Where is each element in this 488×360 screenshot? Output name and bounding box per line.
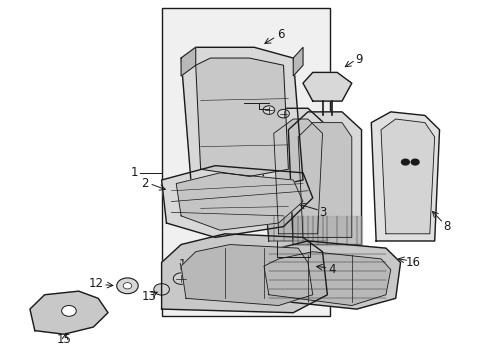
Polygon shape: [181, 47, 195, 76]
Polygon shape: [298, 123, 351, 237]
Text: 5: 5: [202, 113, 209, 126]
Circle shape: [154, 284, 169, 295]
Polygon shape: [30, 291, 108, 334]
Text: 12: 12: [88, 278, 103, 291]
Circle shape: [173, 273, 188, 284]
Circle shape: [117, 278, 138, 294]
Polygon shape: [293, 216, 361, 244]
Circle shape: [263, 106, 274, 114]
Text: 6: 6: [277, 28, 284, 41]
Polygon shape: [273, 119, 322, 234]
Text: 8: 8: [442, 220, 449, 233]
Polygon shape: [161, 234, 327, 313]
Text: 9: 9: [355, 53, 362, 66]
Polygon shape: [181, 47, 303, 191]
Text: 15: 15: [57, 333, 71, 346]
Text: 13: 13: [142, 290, 157, 303]
Polygon shape: [176, 173, 303, 230]
Text: 11: 11: [254, 290, 268, 303]
Text: 4: 4: [328, 263, 335, 276]
Polygon shape: [259, 108, 327, 241]
Circle shape: [410, 159, 418, 165]
Text: 14: 14: [178, 258, 193, 271]
Text: 10: 10: [231, 96, 245, 109]
Polygon shape: [264, 252, 390, 306]
Polygon shape: [161, 166, 312, 237]
Circle shape: [277, 109, 289, 118]
Text: 3: 3: [318, 206, 325, 219]
Text: 16: 16: [405, 256, 419, 269]
Polygon shape: [195, 58, 288, 176]
Polygon shape: [380, 119, 434, 234]
Circle shape: [401, 159, 408, 165]
Circle shape: [61, 306, 76, 316]
Polygon shape: [268, 216, 327, 241]
Polygon shape: [195, 280, 249, 298]
Polygon shape: [370, 112, 439, 241]
Polygon shape: [288, 112, 361, 244]
Text: 2: 2: [141, 177, 148, 190]
Text: 1: 1: [131, 166, 138, 179]
Bar: [161, 8, 329, 316]
Polygon shape: [293, 47, 303, 76]
Polygon shape: [249, 241, 400, 309]
Polygon shape: [303, 72, 351, 101]
Text: 7: 7: [290, 265, 298, 278]
Polygon shape: [181, 244, 312, 306]
Circle shape: [123, 283, 131, 289]
